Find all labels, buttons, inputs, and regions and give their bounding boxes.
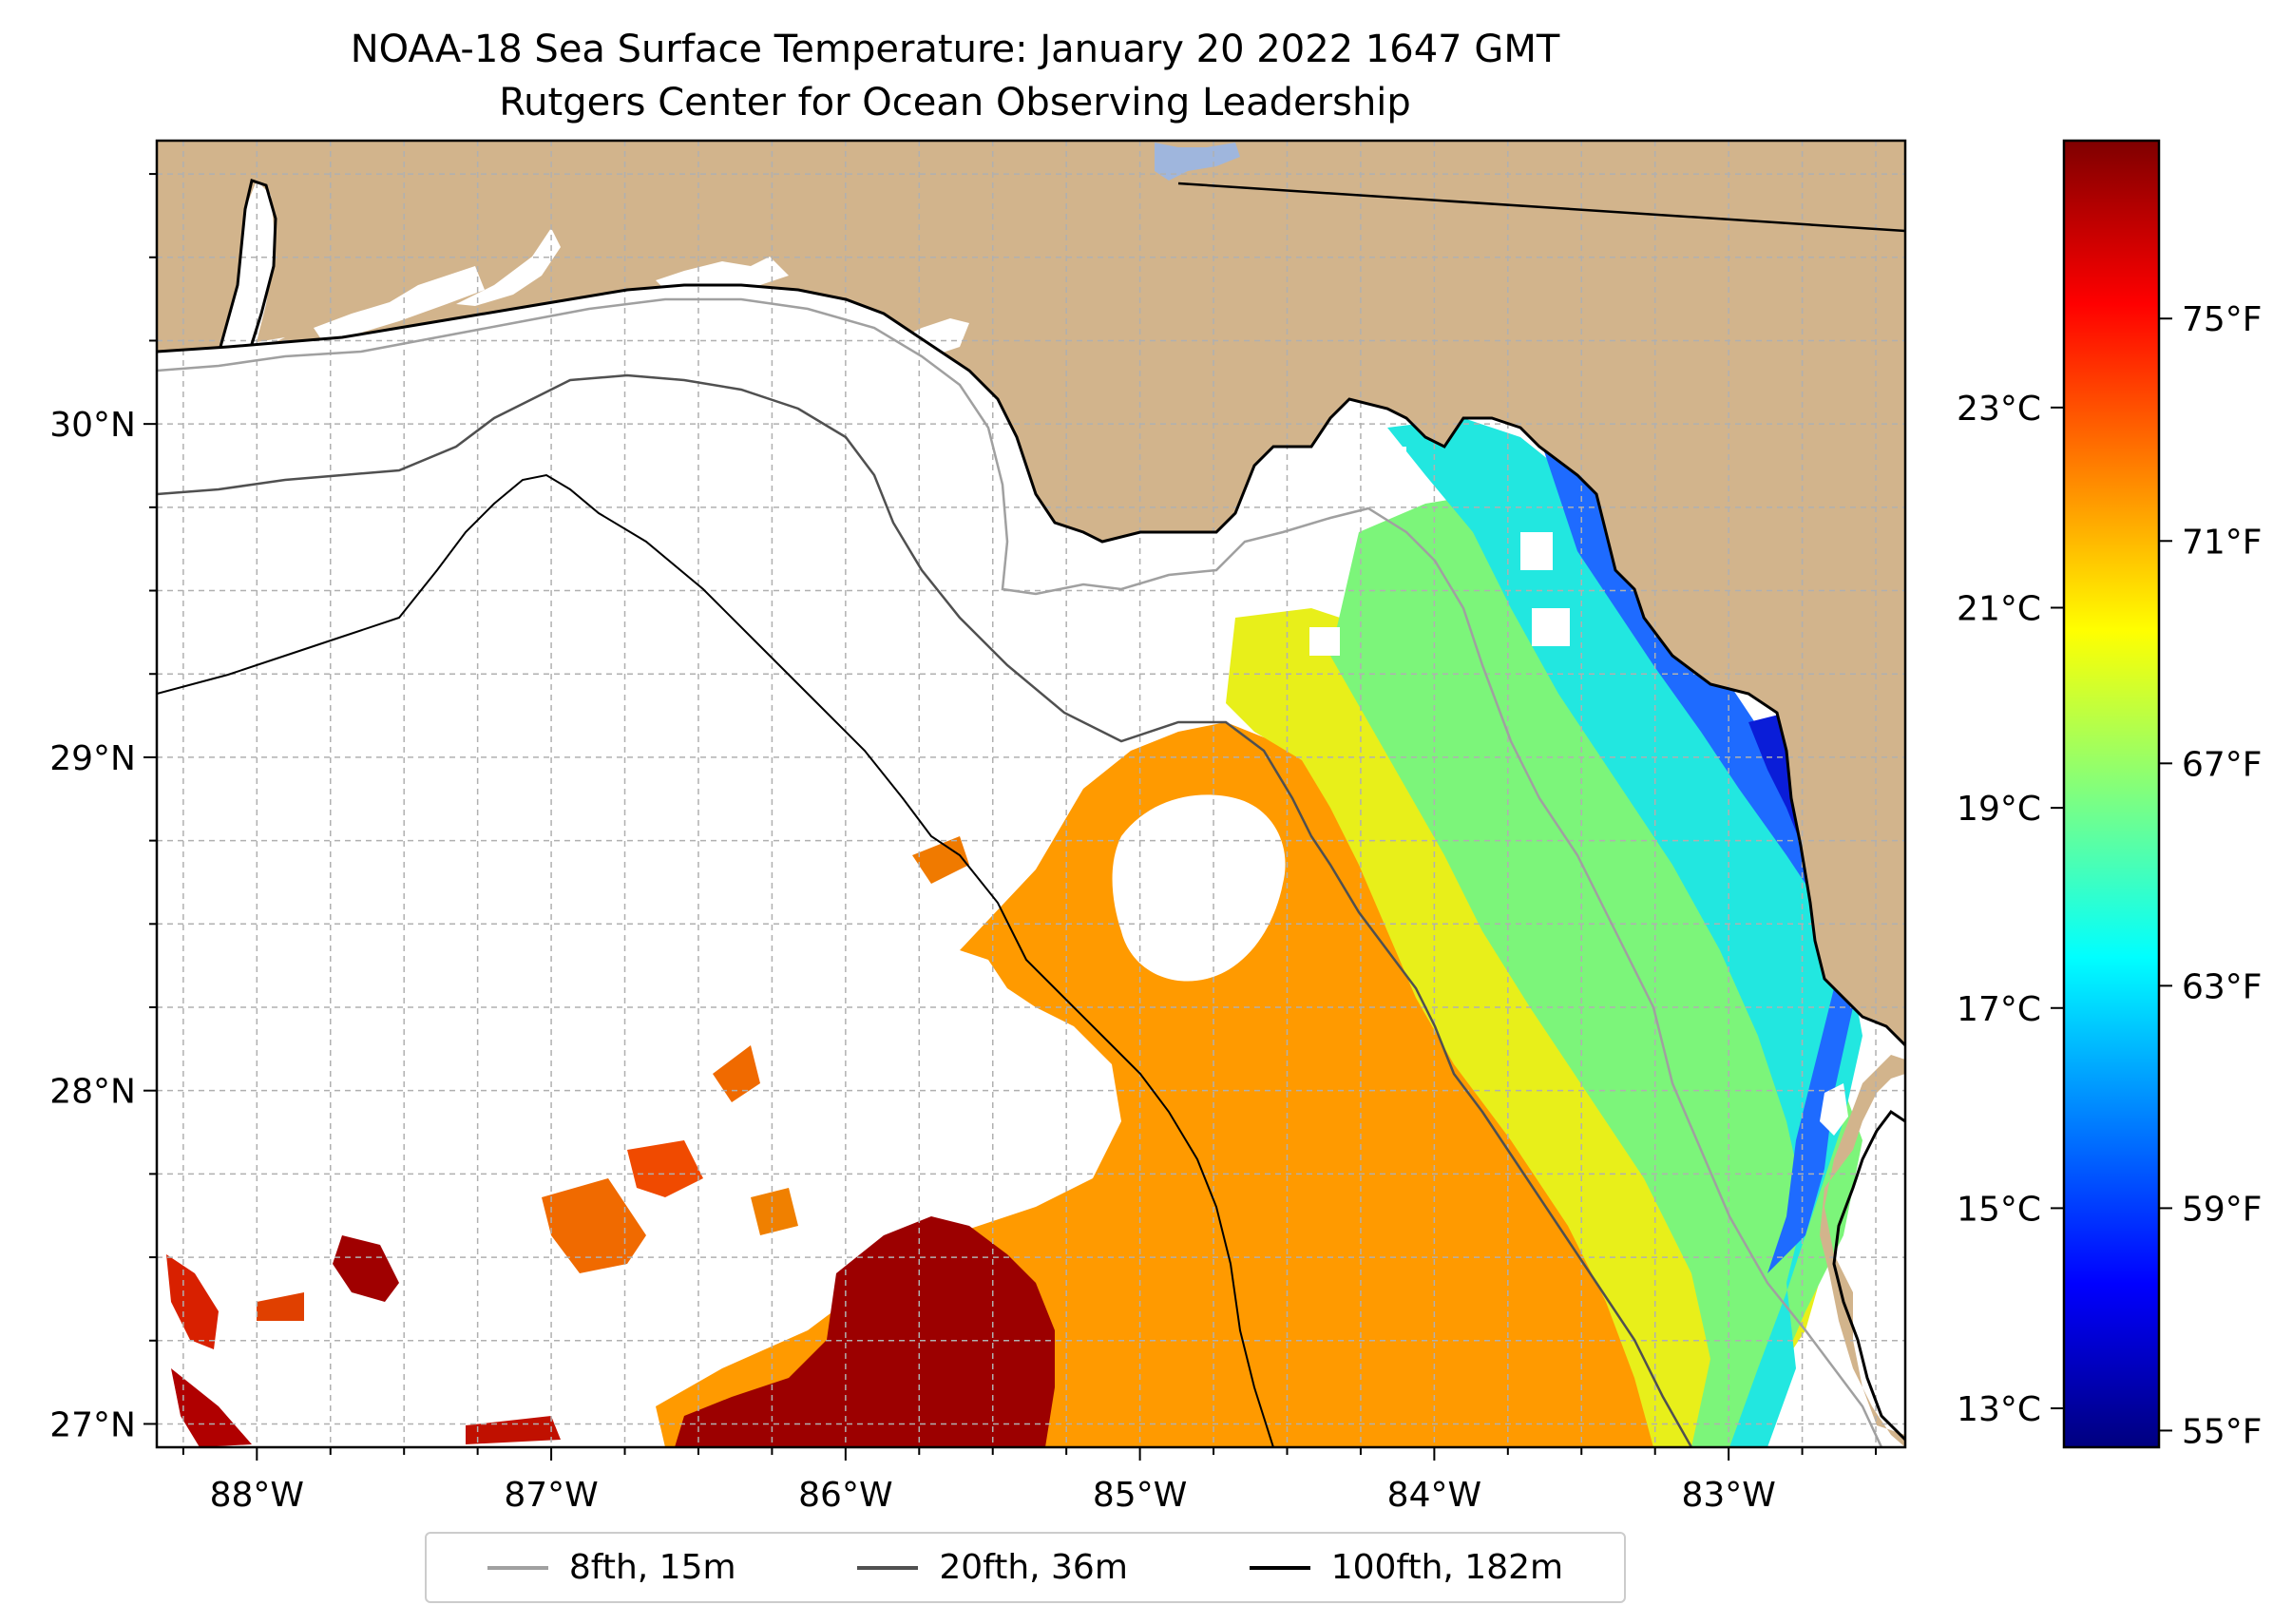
- map-frame: [155, 139, 1907, 1449]
- lon-tick-label: 87°W: [504, 1476, 598, 1515]
- colorbar-label-f: 71°F: [2182, 523, 2263, 562]
- lon-tick-label: 85°W: [1093, 1476, 1187, 1515]
- land-mass: [157, 141, 1905, 1045]
- sst-patch: [333, 1235, 399, 1302]
- cloud-gap: [1309, 627, 1340, 656]
- lon-tick-label: 88°W: [210, 1476, 304, 1515]
- sst-patch: [257, 1292, 304, 1321]
- cloud-gap: [1368, 447, 1406, 494]
- axis-ticks: 88°W 87°W 86°W 85°W 84°W 83°W 27°N 28°N 29°N 30°N: [49, 173, 1878, 1515]
- cloud-gap: [1520, 532, 1553, 570]
- colorbar-label-f: 63°F: [2182, 967, 2263, 1006]
- coastline: [219, 179, 277, 348]
- colorbar-label-c: 15°C: [1957, 1190, 2041, 1229]
- sst-patch: [166, 1254, 219, 1349]
- colorbar-label-c: 21°C: [1957, 589, 2041, 628]
- legend-label-100fth: 100fth, 182m: [1330, 1548, 1564, 1587]
- legend-item-8fth: 8fth, 15m: [487, 1548, 736, 1587]
- bay: [1007, 527, 1121, 556]
- bay: [220, 181, 285, 353]
- colorbar-label-f: 75°F: [2182, 300, 2263, 339]
- figure-title: NOAA-18 Sea Surface Temperature: January…: [350, 28, 1560, 71]
- sst-patch: [713, 1045, 760, 1102]
- bay: [456, 228, 561, 306]
- cloud-gap: [1532, 608, 1570, 646]
- colorbar: [2062, 139, 2161, 1449]
- isobath-20fth: [157, 373, 1693, 1447]
- sst-patch: [466, 1416, 561, 1444]
- lon-tick-label: 86°W: [798, 1476, 892, 1515]
- lat-tick-label: 27°N: [49, 1405, 136, 1444]
- legend-item-20fth: 20fth, 36m: [857, 1548, 1128, 1587]
- sst-patch: [542, 1178, 646, 1273]
- legend-label-8fth: 8fth, 15m: [568, 1548, 736, 1587]
- isobath-8fth: [157, 297, 1883, 1447]
- gridlines: [157, 141, 1905, 1447]
- colorbar-label-c: 17°C: [1957, 990, 2041, 1029]
- legend-label-20fth: 20fth, 36m: [939, 1548, 1128, 1587]
- legend-swatch-100fth: [1249, 1565, 1310, 1570]
- bay: [314, 266, 485, 342]
- lon-tick-label: 83°W: [1681, 1476, 1775, 1515]
- sst-patch: [912, 836, 969, 884]
- sst-green-region: [1330, 494, 1862, 1447]
- colorbar-label-c: 19°C: [1957, 790, 2041, 829]
- sst-warm-core: [675, 1216, 1055, 1447]
- bay: [1820, 1083, 1848, 1136]
- legend-item-100fth: 100fth, 182m: [1249, 1548, 1564, 1587]
- colorbar-label-f: 67°F: [2182, 745, 2263, 784]
- lat-tick-label: 29°N: [49, 739, 136, 778]
- state-border: [1177, 182, 1905, 233]
- legend-swatch-20fth: [857, 1565, 919, 1570]
- isobath-100fth: [157, 473, 1274, 1447]
- lat-tick-label: 28°N: [49, 1073, 136, 1112]
- isobath-legend: 8fth, 15m 20fth, 36m 100fth, 182m: [425, 1532, 1626, 1603]
- sst-cyan-region: [1387, 418, 1862, 1447]
- colorbar-label-f: 55°F: [2182, 1412, 2263, 1451]
- sst-patch: [627, 1140, 703, 1197]
- lat-tick-label: 30°N: [49, 406, 136, 445]
- colorbar-label-f: 59°F: [2182, 1190, 2263, 1229]
- colorbar-ticks: 55°F 59°F 63°F 67°F 71°F 75°F 13°C 15°C 17°C 19°C…: [1957, 300, 2262, 1451]
- coastline: [157, 283, 1905, 1047]
- colorbar-label-c: 13°C: [1957, 1390, 2041, 1429]
- lon-tick-label: 84°W: [1387, 1476, 1481, 1515]
- cloud-gap: [1112, 794, 1286, 982]
- sst-patch: [171, 1368, 252, 1447]
- lake: [1155, 143, 1240, 181]
- figure-subtitle: Rutgers Center for Ocean Observing Leade…: [499, 81, 1411, 124]
- coastline: [1832, 1109, 1905, 1442]
- legend-swatch-8fth: [487, 1565, 548, 1570]
- bay: [656, 257, 789, 290]
- sst-patch: [751, 1188, 798, 1235]
- colorbar-label-c: 23°C: [1957, 390, 2041, 429]
